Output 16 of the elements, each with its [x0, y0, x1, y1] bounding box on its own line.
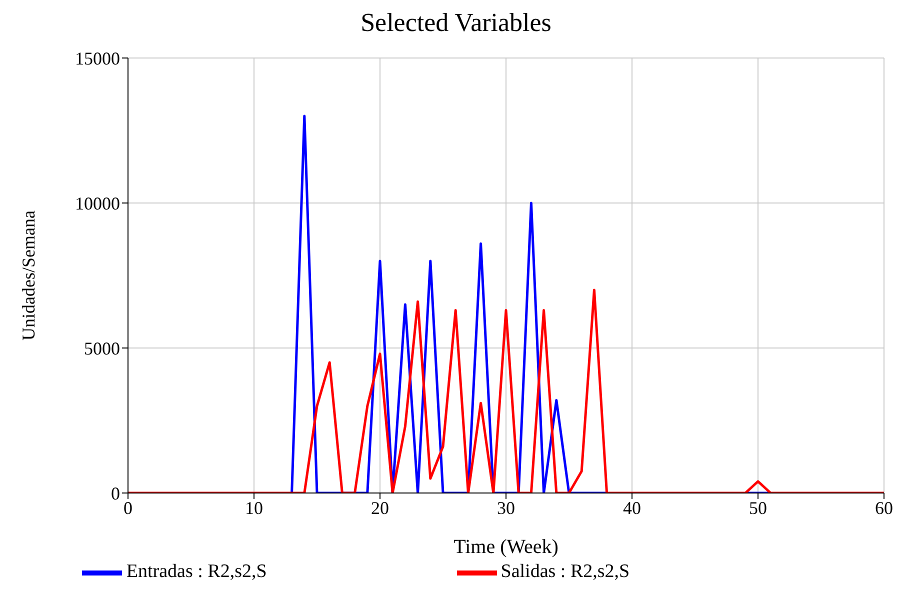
x-tick-label: 50: [749, 498, 767, 518]
chart-title: Selected Variables: [360, 8, 552, 39]
y-axis-title: Unidades/Semana: [18, 210, 38, 340]
y-tick-label: 0: [111, 483, 120, 504]
legend-label: Entradas : R2,s2,S: [126, 561, 267, 582]
y-tick-label: 15000: [75, 48, 120, 68]
legend-label: Salidas : R2,s2,S: [500, 561, 630, 582]
x-tick-label: 20: [371, 498, 389, 518]
x-tick-label: 0: [124, 498, 132, 518]
x-tick-label: 60: [875, 498, 893, 518]
x-tick-label: 40: [623, 498, 641, 518]
x-axis-title: Time (Week): [454, 536, 558, 558]
y-tick-label: 5000: [84, 338, 120, 358]
y-tick-label: 10000: [75, 193, 120, 214]
x-tick-label: 10: [245, 498, 263, 518]
x-tick-label: 30: [497, 498, 515, 518]
